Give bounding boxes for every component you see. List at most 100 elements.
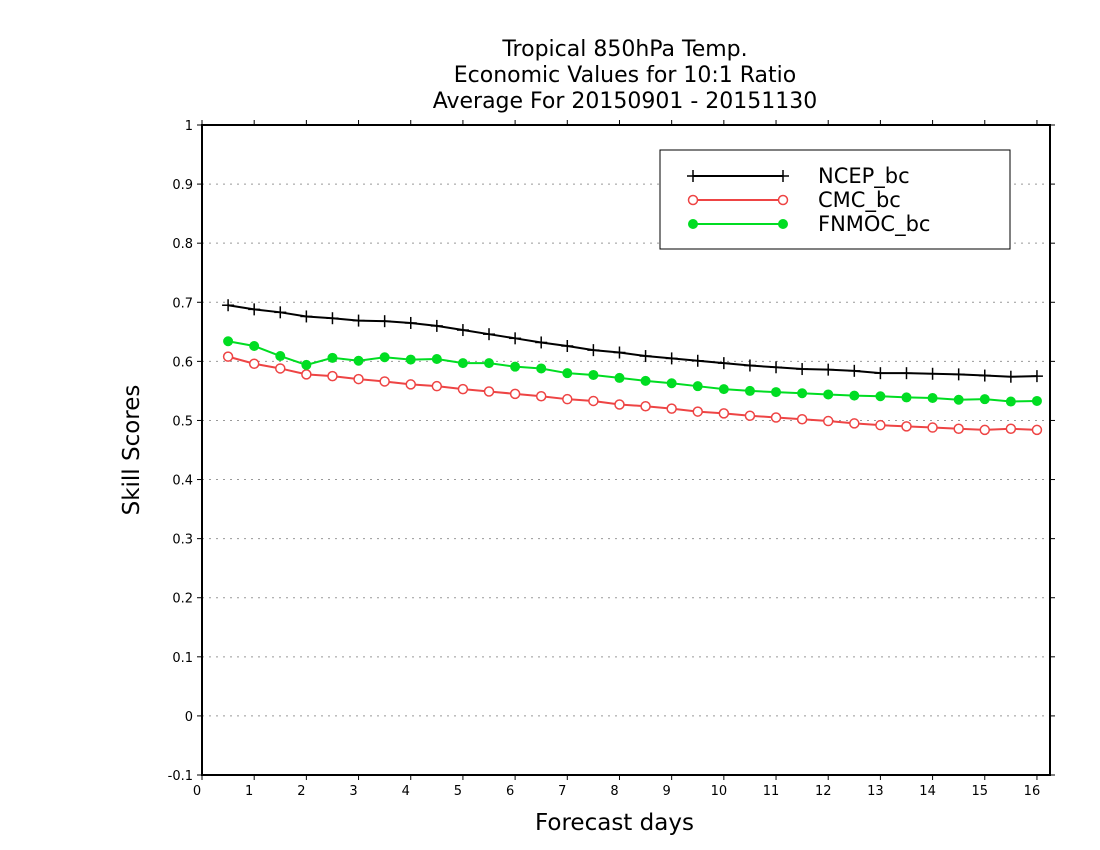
data-point-fnmoc-bc <box>640 375 651 386</box>
data-point-cmc-bc <box>822 415 834 427</box>
series-ncep-bc <box>222 299 1043 383</box>
data-point-cmc-bc <box>379 376 390 387</box>
data-point-cmc-bc <box>953 423 964 434</box>
plot-frame <box>201 124 1051 776</box>
data-point-ncep-bc <box>274 306 287 319</box>
data-point-ncep-bc <box>248 303 261 316</box>
x-tick-label: 16 <box>1024 784 1041 799</box>
data-point-cmc-bc <box>327 370 338 382</box>
data-point-fnmoc-bc <box>744 385 755 396</box>
x-tick-label: 8 <box>610 784 618 799</box>
data-point-cmc-bc <box>796 414 808 425</box>
x-tick-label: 2 <box>297 784 305 799</box>
data-point-ncep-bc <box>222 299 235 312</box>
data-point-ncep-bc <box>691 354 704 367</box>
chart-title-line-2: Economic Values for 10:1 Ratio <box>453 63 797 88</box>
x-tick-label: 5 <box>454 784 462 799</box>
data-point-cmc-bc <box>1031 424 1043 436</box>
legend-marker-cmc-bc <box>687 194 699 206</box>
chart-title-line-1: Tropical 850hPa Temp. <box>502 37 748 62</box>
data-point-ncep-bc <box>378 315 391 328</box>
data-point-cmc-bc <box>405 379 416 390</box>
data-point-cmc-bc <box>979 424 991 436</box>
y-tick-label: 0.7 <box>172 296 193 311</box>
x-tick-label: 12 <box>815 784 832 799</box>
data-point-cmc-bc <box>509 388 521 400</box>
x-tick-label: 11 <box>763 784 780 799</box>
data-point-fnmoc-bc <box>327 352 338 363</box>
data-point-ncep-bc <box>404 316 417 329</box>
data-point-ncep-bc <box>456 324 469 337</box>
data-point-ncep-bc <box>613 346 626 359</box>
legend-marker-fnmoc-bc <box>688 219 698 229</box>
series-line-ncep-bc <box>227 304 1037 378</box>
data-point-cmc-bc <box>718 408 730 419</box>
data-point-cmc-bc <box>744 410 756 421</box>
x-tick-label: 14 <box>919 784 936 799</box>
x-tick-label: 4 <box>402 784 410 799</box>
data-point-ncep-bc <box>639 350 652 363</box>
data-point-fnmoc-bc <box>849 390 860 401</box>
data-point-fnmoc-bc <box>823 389 834 400</box>
legend-marker-cmc-bc <box>777 194 789 206</box>
legend-label-cmc-bc: CMC_bc <box>818 188 901 213</box>
x-tick-label: 15 <box>971 784 988 799</box>
data-point-ncep-bc <box>326 312 339 325</box>
x-tick-label: 9 <box>663 784 671 799</box>
legend-marker-ncep-bc <box>777 170 789 182</box>
legend-marker-ncep-bc <box>687 170 699 182</box>
data-point-ncep-bc <box>926 367 939 380</box>
x-tick-label: 7 <box>558 784 566 799</box>
y-tick-label: 0.3 <box>172 533 193 548</box>
data-point-fnmoc-bc <box>1005 396 1016 407</box>
data-point-fnmoc-bc <box>797 388 808 399</box>
data-point-ncep-bc <box>796 363 809 376</box>
data-point-fnmoc-bc <box>510 361 521 372</box>
x-tick-label: 6 <box>506 784 514 799</box>
data-point-fnmoc-bc <box>692 381 703 392</box>
data-point-cmc-bc <box>483 386 495 397</box>
data-point-ncep-bc <box>483 328 496 341</box>
data-point-ncep-bc <box>978 369 991 382</box>
y-tick-label: 0.9 <box>172 178 193 193</box>
data-point-fnmoc-bc <box>588 369 599 380</box>
data-point-ncep-bc <box>509 332 522 345</box>
y-tick-label: 0.6 <box>172 355 193 370</box>
data-point-cmc-bc <box>849 418 860 429</box>
data-point-ncep-bc <box>1004 370 1017 383</box>
data-point-ncep-bc <box>874 367 887 380</box>
data-point-cmc-bc <box>562 393 573 405</box>
data-point-cmc-bc <box>222 351 234 362</box>
y-tick-label: -0.1 <box>168 769 193 784</box>
data-point-cmc-bc <box>431 380 443 392</box>
series-fnmoc-bc <box>223 336 1042 407</box>
data-point-cmc-bc <box>457 383 469 395</box>
data-point-cmc-bc <box>535 390 547 402</box>
data-point-fnmoc-bc <box>223 336 234 347</box>
data-point-cmc-bc <box>248 358 260 369</box>
data-point-fnmoc-bc <box>979 394 990 405</box>
data-point-cmc-bc <box>614 399 625 410</box>
data-point-fnmoc-bc <box>953 394 964 405</box>
data-point-ncep-bc <box>770 361 783 374</box>
series-line-cmc-bc <box>227 355 1037 431</box>
chart-title-line-3: Average For 20150901 - 20151130 <box>432 89 818 114</box>
data-point-fnmoc-bc <box>275 351 286 362</box>
data-point-fnmoc-bc <box>379 352 390 363</box>
data-point-fnmoc-bc <box>249 341 260 351</box>
y-tick-label: 0.5 <box>172 414 193 429</box>
data-point-ncep-bc <box>300 310 313 323</box>
data-point-fnmoc-bc <box>927 393 938 403</box>
data-point-ncep-bc <box>952 368 965 381</box>
data-point-cmc-bc <box>875 419 886 431</box>
data-point-cmc-bc <box>1005 423 1017 434</box>
data-point-ncep-bc <box>900 367 913 380</box>
data-point-fnmoc-bc <box>614 372 625 383</box>
data-point-ncep-bc <box>717 357 730 370</box>
legend-label-ncep-bc: NCEP_bc <box>818 164 910 189</box>
x-tick-label: 3 <box>349 784 357 799</box>
data-point-fnmoc-bc <box>771 387 782 398</box>
data-point-fnmoc-bc <box>457 358 468 369</box>
